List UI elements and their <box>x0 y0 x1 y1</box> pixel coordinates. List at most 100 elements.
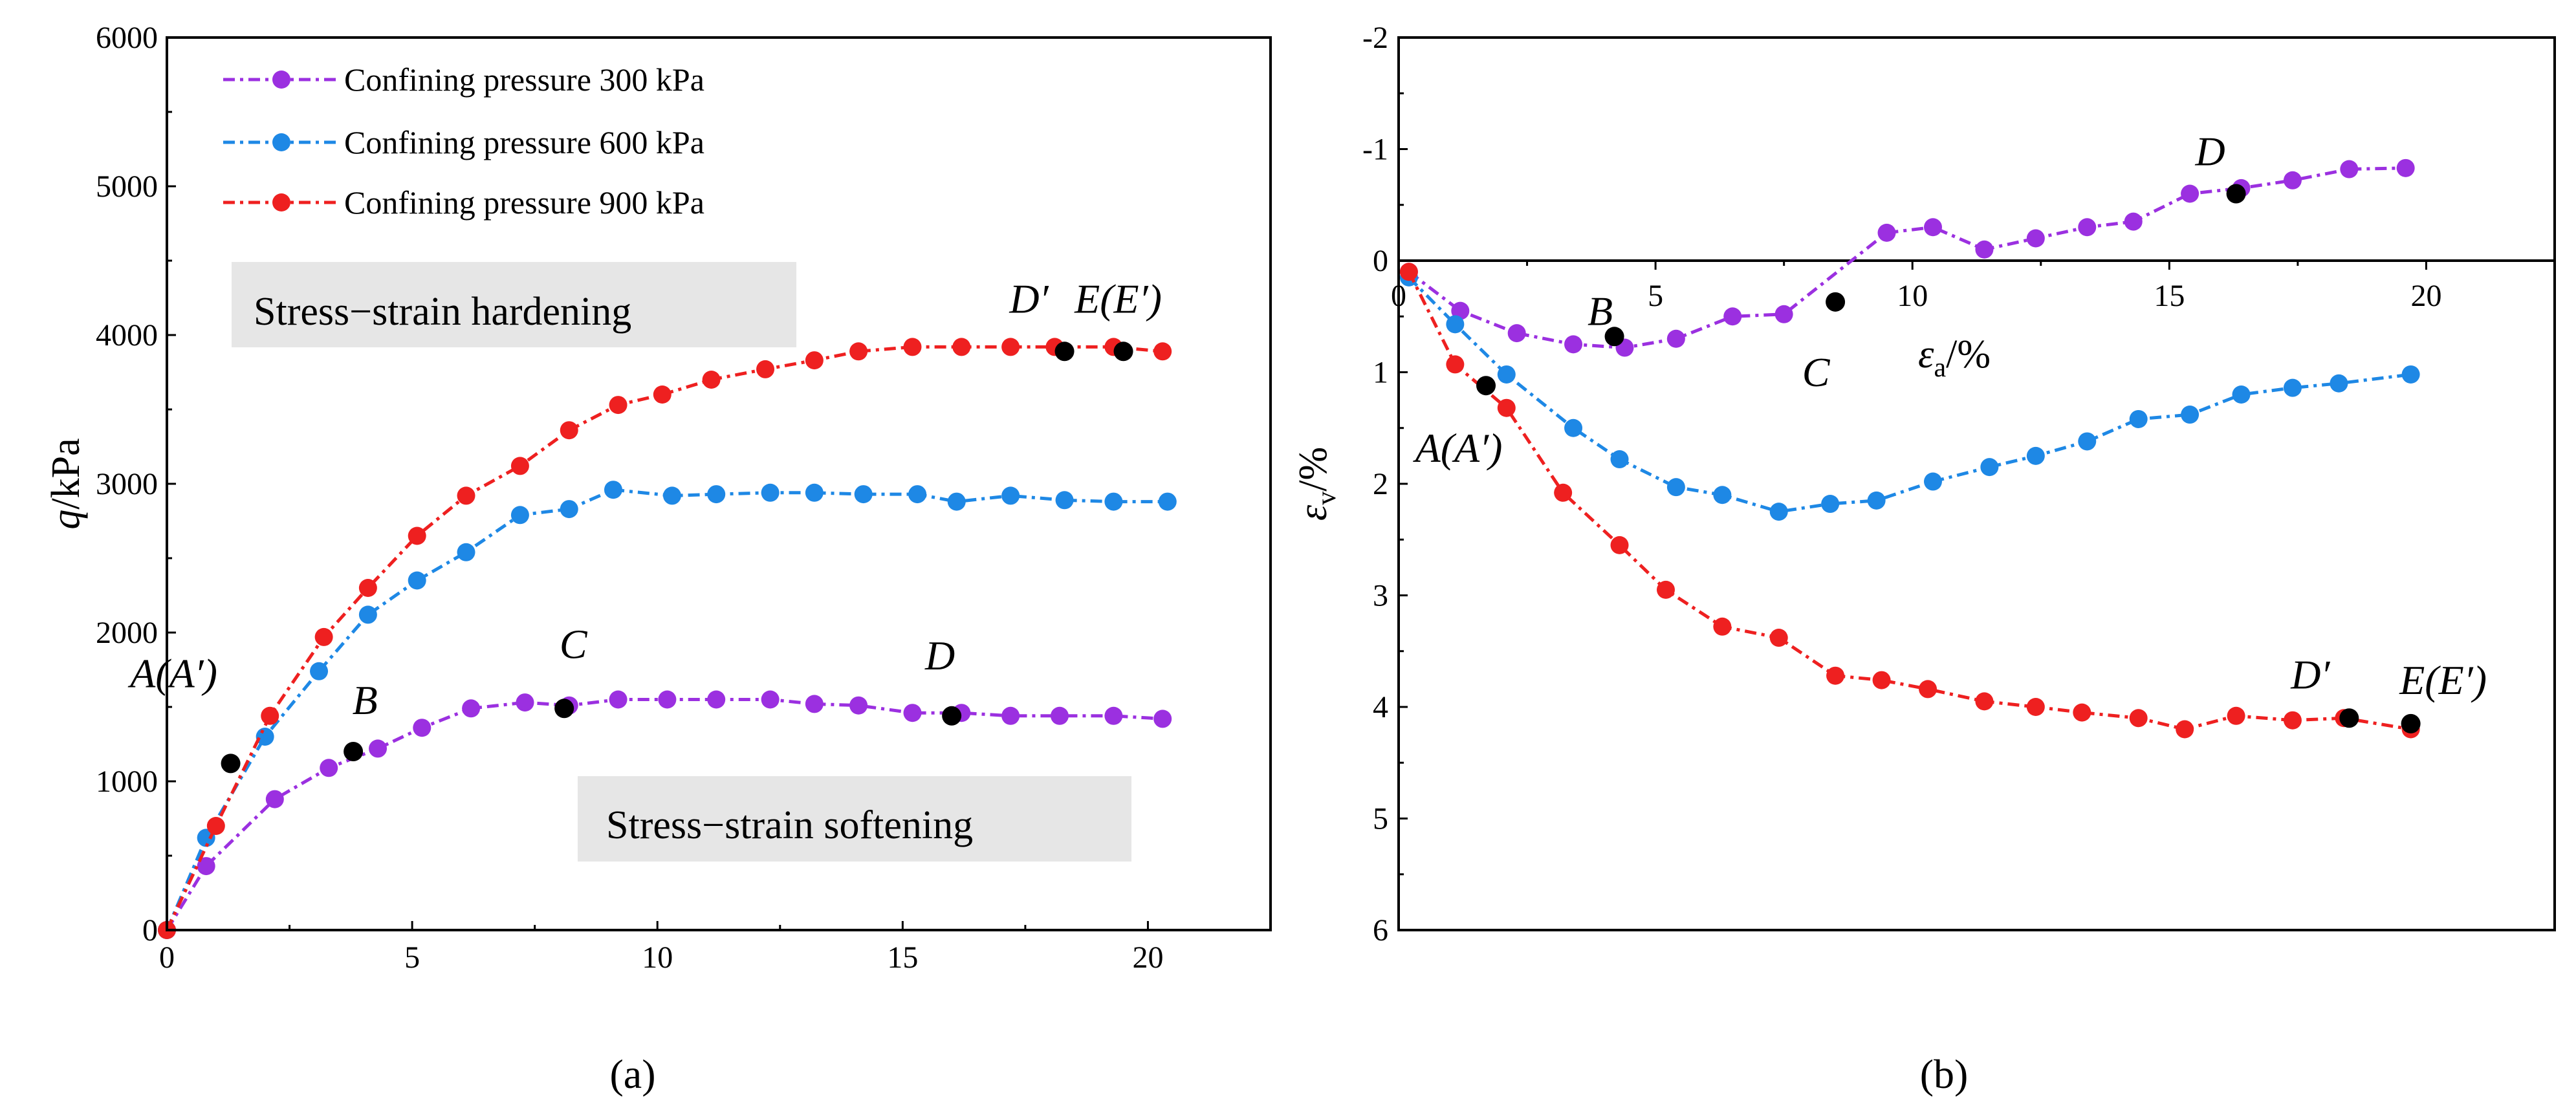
data-point-600 <box>1713 486 1732 504</box>
data-point-300 <box>1923 218 1942 237</box>
data-point-600 <box>197 829 215 847</box>
data-point-900 <box>1610 536 1629 554</box>
data-point-300 <box>707 690 726 709</box>
y-tick-label: -1 <box>1362 133 1388 167</box>
data-point-300 <box>1564 335 1583 354</box>
data-point-300 <box>1001 706 1020 725</box>
y-tick-label: 3000 <box>96 467 158 501</box>
data-point-300 <box>1050 706 1069 725</box>
key-point-marker <box>1604 327 1624 347</box>
data-point-600 <box>1821 495 1840 514</box>
y-tick-label: 0 <box>1373 244 1388 278</box>
data-point-900 <box>1554 483 1573 502</box>
y-tick-label: 6000 <box>96 21 158 55</box>
data-point-900 <box>2227 706 2245 725</box>
key-point-label: D′ <box>1009 276 1049 321</box>
legend: Confining pressure 300 kPa Confining pre… <box>223 61 704 221</box>
key-point-label: A(A′) <box>1413 425 1503 471</box>
legend-marker-600 <box>272 133 290 151</box>
data-point-300 <box>320 759 338 777</box>
data-point-600 <box>604 481 622 499</box>
data-point-900 <box>1713 617 1732 636</box>
data-point-900 <box>2129 709 2148 728</box>
legend-label-900: Confining pressure 900 kPa <box>344 184 704 221</box>
key-point-marker <box>344 742 364 761</box>
data-point-300 <box>903 704 922 722</box>
data-point-600 <box>1923 472 1942 491</box>
data-point-600 <box>256 728 274 746</box>
data-point-900 <box>457 486 475 505</box>
data-point-300 <box>1104 706 1123 725</box>
data-point-900 <box>2283 711 2302 730</box>
y-tick-label: 2000 <box>96 616 158 650</box>
data-point-300 <box>197 857 215 876</box>
data-point-600 <box>1055 491 1074 510</box>
y-tick-label: 5 <box>1373 802 1388 836</box>
key-point-marker <box>221 754 241 774</box>
panel-b-frame <box>1397 36 2556 931</box>
data-point-600 <box>560 500 578 519</box>
x-tick-label: 5 <box>404 940 420 975</box>
y-tick-label: 5000 <box>96 169 158 204</box>
legend-marker-900 <box>272 193 290 211</box>
series-line-600 <box>1408 276 2411 514</box>
data-point-900 <box>1769 629 1788 647</box>
key-point-label: E(E′) <box>2399 657 2487 703</box>
data-point-300 <box>805 695 824 713</box>
key-point-marker <box>942 706 962 726</box>
data-point-900 <box>702 371 721 389</box>
x-tick-label: 0 <box>159 940 175 975</box>
data-point-300 <box>462 699 481 718</box>
data-point-600 <box>761 483 780 502</box>
data-point-900 <box>1975 692 1994 711</box>
data-point-300 <box>1153 710 1172 728</box>
data-point-900 <box>206 817 225 835</box>
x-tick-label: 20 <box>1132 940 1163 975</box>
data-point-600 <box>854 485 873 504</box>
y-tick-label: 1000 <box>96 764 158 799</box>
data-point-900 <box>560 421 578 440</box>
data-point-600 <box>707 485 726 504</box>
panel-a-y-axis-label: q/kPa <box>44 438 88 529</box>
data-point-300 <box>761 690 780 709</box>
data-point-900 <box>903 338 922 356</box>
data-point-900 <box>653 385 671 404</box>
data-point-900 <box>609 396 628 415</box>
x-tick-label: 10 <box>642 940 673 975</box>
data-point-300 <box>369 739 387 758</box>
x-tick-label: 10 <box>1897 279 1928 313</box>
data-point-600 <box>1867 491 1886 510</box>
key-point-label: C <box>560 621 588 667</box>
panel-b-y-axis-label: εv/% <box>1291 447 1342 521</box>
data-point-900 <box>1001 338 1020 356</box>
data-point-300 <box>2078 218 2097 237</box>
data-point-900 <box>1656 580 1675 599</box>
data-point-900 <box>1446 355 1465 374</box>
hardening-note-box <box>232 262 796 347</box>
data-point-600 <box>1497 365 1516 384</box>
key-point-label: E(E′) <box>1074 276 1162 321</box>
data-point-600 <box>1769 503 1788 521</box>
data-point-600 <box>1446 315 1465 334</box>
data-point-900 <box>1872 671 1891 689</box>
legend-item-300: Confining pressure 300 kPa <box>223 61 704 98</box>
softening-note-box <box>578 776 1131 862</box>
data-point-600 <box>2026 446 2045 465</box>
data-point-300 <box>2026 229 2045 248</box>
data-point-900 <box>2073 703 2091 722</box>
data-point-300 <box>2181 184 2199 203</box>
y-tick-label: 4000 <box>96 318 158 352</box>
data-point-600 <box>1980 458 1999 477</box>
data-point-900 <box>1919 680 1937 699</box>
hardening-note: Stress−strain hardening <box>232 262 796 347</box>
data-point-900 <box>805 351 824 370</box>
data-point-900 <box>358 579 377 597</box>
data-point-600 <box>1610 450 1629 469</box>
data-point-900 <box>314 627 333 646</box>
panel-a-label: (a) <box>609 1051 655 1097</box>
data-point-600 <box>358 605 377 624</box>
data-point-600 <box>908 485 927 504</box>
data-point-300 <box>658 690 677 709</box>
